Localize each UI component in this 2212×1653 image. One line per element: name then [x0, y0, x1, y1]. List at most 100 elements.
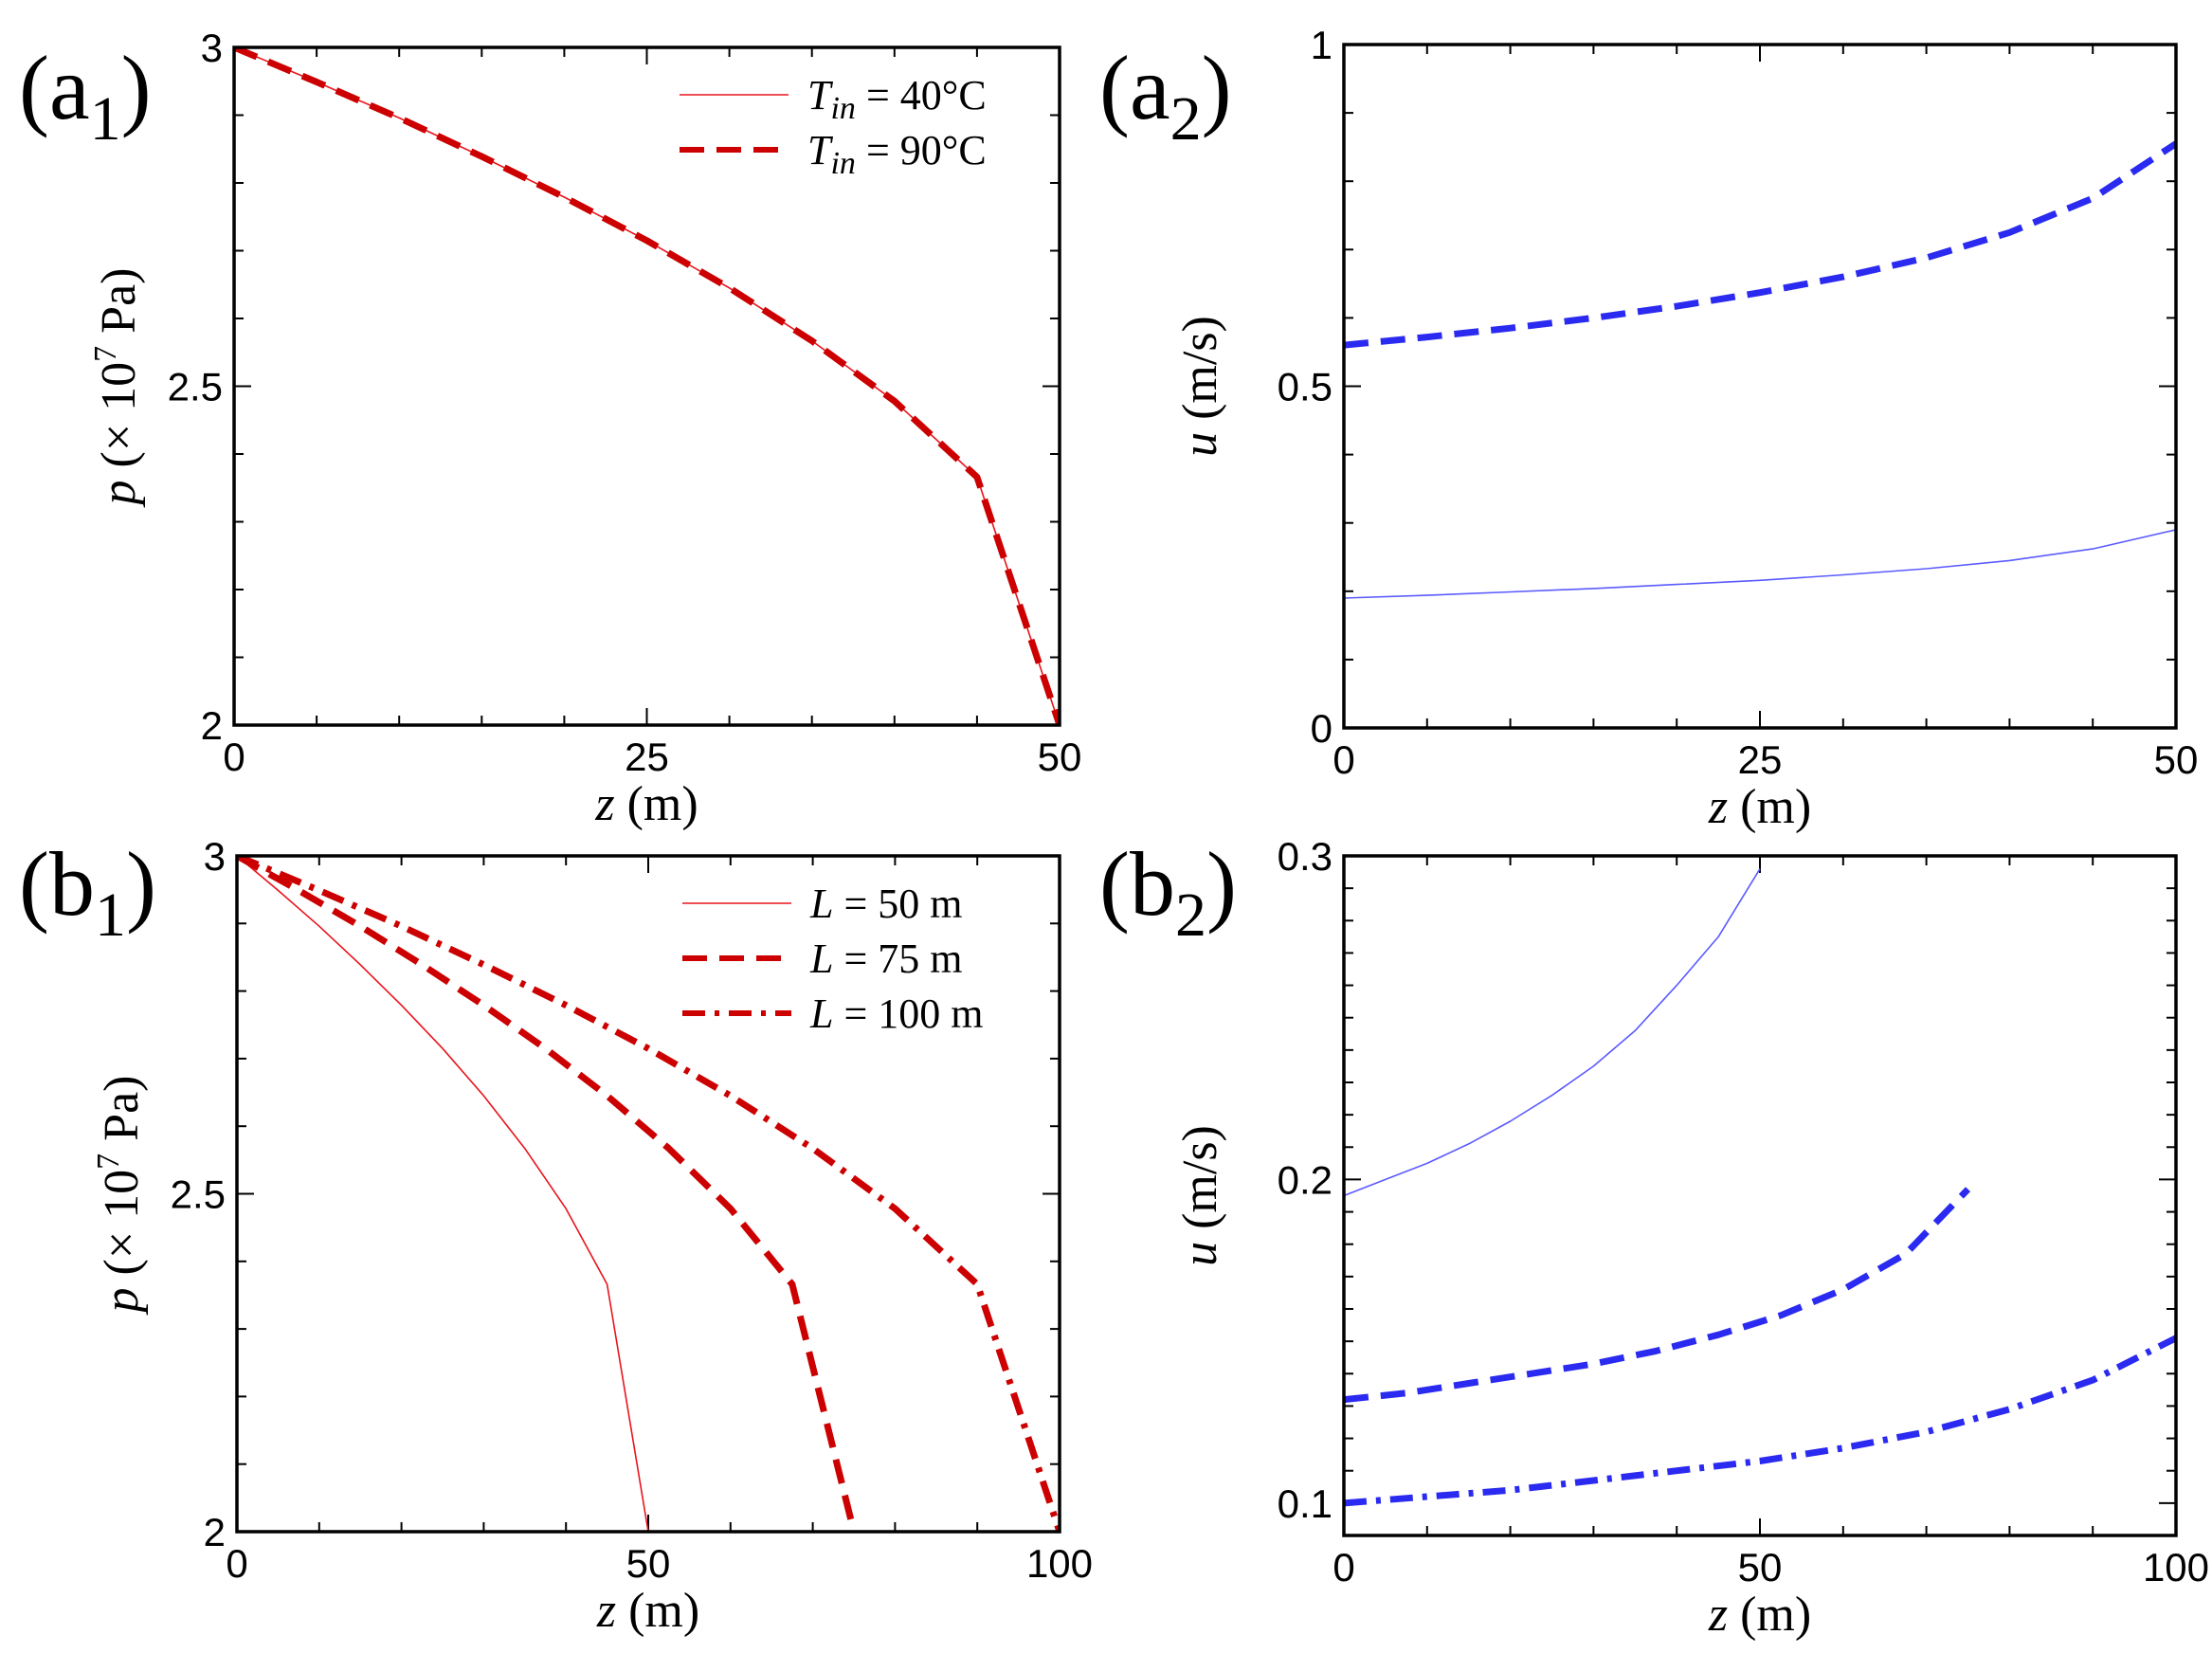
x-tick-label: 100: [1026, 1541, 1093, 1586]
x-tick-label: 50: [1038, 735, 1082, 779]
panel-a1: (a1) 0 25 50 2 2.5 3 z (m) p (× 107 Pa) Tin = 40°…: [19, 26, 1081, 831]
x-axis-unit: (m): [1728, 1588, 1811, 1642]
x-axis-title: z (m): [594, 777, 698, 831]
panel-label-close: ): [121, 37, 152, 138]
y-tick-label: 3: [204, 834, 226, 879]
series-line-b2-2: [1344, 1335, 2176, 1507]
panel-label: (a2): [1099, 37, 1232, 154]
legend-sub: in: [830, 91, 855, 126]
x-axis-unit: (m): [616, 1584, 699, 1638]
x-tick-label: 50: [626, 1541, 671, 1586]
y-axis-var: u: [1173, 1242, 1227, 1266]
legend-var: L: [809, 935, 833, 982]
series-group: [234, 47, 1060, 725]
x-tick-label: 50: [1738, 1545, 1783, 1589]
panel-label-main: (b: [1099, 833, 1175, 935]
legend-sub: in: [830, 146, 855, 181]
series-line-b2-1: [1344, 1187, 1971, 1404]
panel-label-main: (b: [19, 833, 95, 935]
y-axis-exponent: 7: [91, 1153, 126, 1170]
panel-b2: (b2) 0 50 100 0.1 0.2 0.3 z (m) u (m/s): [1099, 833, 2209, 1642]
legend-var: L: [809, 990, 833, 1037]
panel-label: (b2): [1099, 833, 1237, 950]
y-tick-label: 2.5: [168, 365, 223, 409]
y-axis-tail: Pa): [92, 268, 146, 346]
legend-value: = 40°C: [856, 72, 987, 118]
panel-label-close: ): [1206, 833, 1237, 935]
legend: L = 50 mL = 75 mL = 100 m: [682, 881, 984, 1037]
x-axis-var: z: [594, 777, 614, 831]
y-axis-title: u (m/s): [1173, 316, 1227, 457]
panel-label-main: (a: [1099, 37, 1170, 138]
x-tick-label: 25: [1738, 737, 1783, 782]
panel-label-sub: 1: [95, 881, 126, 950]
x-tick-label: 0: [1333, 1545, 1354, 1589]
panel-label-close: ): [1202, 37, 1232, 138]
x-tick-label: 100: [2143, 1545, 2209, 1589]
x-axis-unit: (m): [1728, 780, 1811, 834]
legend-var: T: [807, 127, 834, 173]
series-group: [1344, 868, 2176, 1507]
x-tick-label: 0: [226, 1541, 247, 1586]
panel-b1: (b1) 0 50 100 2 2.5 3 z (m) p (× 107 Pa) L = 50 m…: [19, 833, 1093, 1638]
x-axis-title: z (m): [596, 1584, 699, 1638]
panel-label-sub: 2: [1170, 84, 1202, 154]
panel-label-close: ): [126, 833, 156, 935]
panel-label-sub: 1: [90, 84, 121, 154]
y-axis-title: u (m/s): [1173, 1125, 1227, 1266]
legend-entry: L = 50 m: [809, 881, 963, 927]
y-axis-unit: (× 10: [95, 1170, 149, 1288]
y-axis-tail: Pa): [95, 1076, 149, 1153]
x-axis-unit: (m): [615, 777, 698, 831]
y-tick-label: 2.5: [171, 1172, 226, 1217]
y-axis-unit: (m/s): [1173, 316, 1227, 432]
y-axis-unit: (m/s): [1173, 1125, 1227, 1242]
plot-frame: [1342, 43, 2178, 730]
y-tick-label: 0.3: [1278, 834, 1333, 879]
y-tick-label: 0.1: [1278, 1481, 1333, 1526]
series-group: [1344, 140, 2176, 599]
y-tick-label: 2: [201, 703, 223, 748]
y-tick-label: 2: [204, 1510, 226, 1554]
x-axis-title: z (m): [1708, 780, 1811, 834]
plot-frame: [1342, 854, 2178, 1537]
legend-value: = 100 m: [833, 990, 983, 1037]
series-line-a2-1: [1344, 140, 2176, 349]
series-line-b1-1: [237, 856, 858, 1532]
legend-value: = 50 m: [833, 881, 962, 927]
legend-entry: Tin = 90°C: [807, 127, 987, 181]
panel-a2: (a2) 0 25 50 0 0.5 1 z (m) u (m/s): [1099, 23, 2198, 834]
y-tick-label: 0: [1311, 706, 1333, 751]
legend-value: = 90°C: [856, 127, 987, 173]
series-line-b1-0: [237, 856, 649, 1532]
y-axis-var: p: [92, 480, 146, 508]
series-line-b2-0: [1344, 868, 1761, 1197]
legend-entry: L = 75 m: [809, 935, 963, 982]
x-axis-var: z: [1708, 1588, 1728, 1642]
legend-var: T: [807, 72, 834, 118]
y-axis-title: p (× 107 Pa): [88, 268, 146, 509]
x-axis-title: z (m): [1708, 1588, 1811, 1642]
legend-var: L: [809, 881, 833, 927]
y-axis-exponent: 7: [88, 346, 123, 362]
panel-label-main: (a: [19, 37, 90, 138]
x-tick-label: 0: [223, 735, 245, 779]
x-tick-label: 25: [625, 735, 669, 779]
series-line-b1-2: [237, 856, 1060, 1532]
panel-label-sub: 2: [1175, 881, 1206, 950]
y-axis-var: p: [95, 1287, 149, 1316]
y-tick-label: 3: [201, 26, 223, 70]
series-line-a1-1: [234, 47, 1060, 725]
x-tick-label: 50: [2154, 737, 2199, 782]
y-axis-var: u: [1173, 432, 1227, 457]
legend-entry: Tin = 40°C: [807, 72, 987, 126]
y-tick-label: 0.2: [1278, 1157, 1333, 1202]
x-axis-var: z: [1708, 780, 1728, 834]
x-axis-var: z: [596, 1584, 616, 1638]
series-group: [237, 856, 1060, 1532]
panel-label: (a1): [19, 37, 152, 154]
y-axis-title: p (× 107 Pa): [91, 1076, 149, 1317]
y-tick-label: 1: [1311, 23, 1333, 67]
